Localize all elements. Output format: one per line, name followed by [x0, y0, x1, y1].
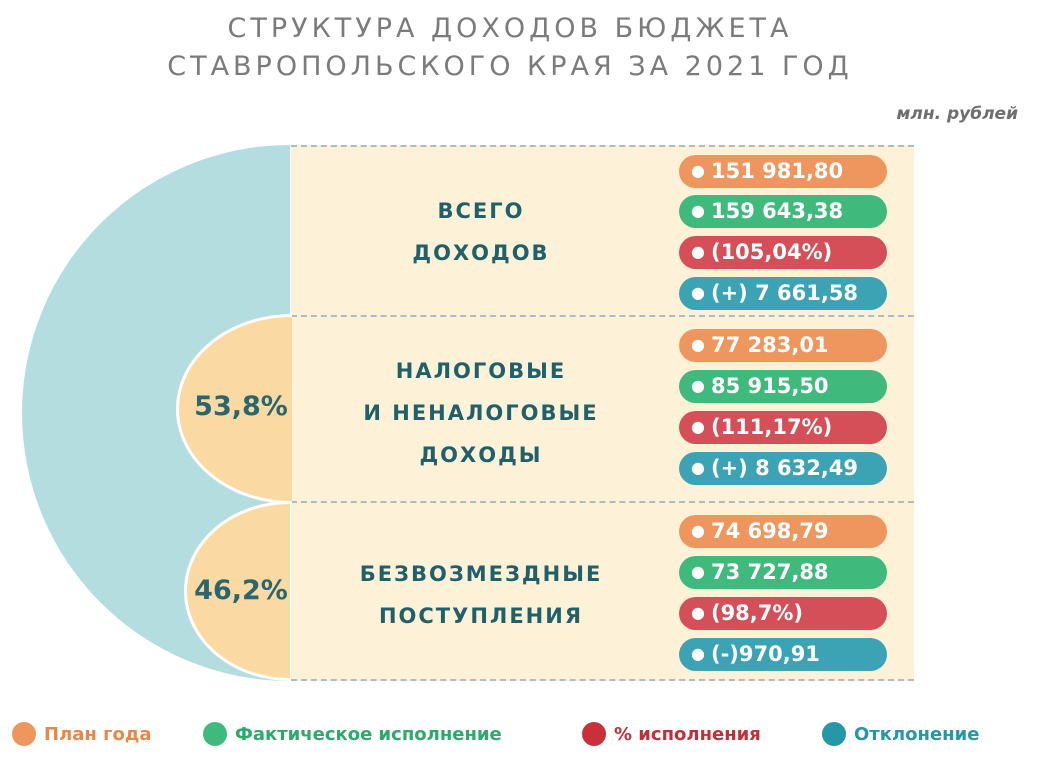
pill-plan-grants: ● 74 698,79 — [679, 515, 887, 548]
legend-plan-label: План года — [44, 723, 152, 745]
value-percent-tax: (111,17%) — [710, 415, 833, 439]
pill-plan-total: ● 151 981,80 — [679, 155, 887, 188]
pill-plan-tax: ● 77 283,01 — [679, 329, 887, 362]
share-label-tax: 53,8% — [194, 391, 288, 422]
pill-fact-grants: ● 73 727,88 — [679, 556, 887, 589]
pill-deviation-tax: ● (+) 8 632,49 — [679, 452, 887, 485]
value-percent-total: (105,04%) — [710, 240, 833, 264]
pill-fact-tax: ● 85 915,50 — [679, 370, 887, 403]
pill-percent-tax: ● (111,17%) — [679, 411, 887, 444]
value-fact-total: 159 643,38 — [710, 199, 844, 223]
pill-deviation-grants: ● (-)970,91 — [679, 638, 887, 671]
panel-label-grants: БЕЗВОЗМЕЗДНЫЕ ПОСТУПЛЕНИЯ — [359, 562, 603, 628]
value-fact-tax: 85 915,50 — [710, 374, 829, 398]
legend-fact-label: Фактическое исполнение — [235, 723, 502, 745]
panel-tax: НАЛОГОВЫЕ И НЕНАЛОГОВЫЕ ДОХОДЫ ● 77 283,0… — [291, 315, 914, 501]
legend-deviation-label: Отклонение — [854, 723, 980, 745]
legend-plan-dot — [12, 722, 36, 746]
legend-percent: % исполнения — [582, 722, 761, 746]
legend-deviation-dot — [822, 722, 846, 746]
legend-fact-dot — [203, 722, 227, 746]
pill-deviation-total: ● (+) 7 661,58 — [679, 277, 887, 310]
pill-fact-total: ● 159 643,38 — [679, 195, 887, 228]
value-deviation-tax: (+) 8 632,49 — [710, 456, 859, 480]
pill-percent-grants: ● (98,7%) — [679, 597, 887, 630]
share-label-grants: 46,2% — [194, 575, 288, 606]
legend-deviation: Отклонение — [822, 722, 979, 746]
legend-percent-dot — [582, 722, 606, 746]
units-label: млн. рублей — [896, 104, 1018, 124]
chart-title: СТРУКТУРА ДОХОДОВ БЮДЖЕТА СТАВРОПОЛЬСКОГ… — [0, 10, 1020, 86]
panel-total: ВСЕГО ДОХОДОВ ● 151 981,80 ● 159 643,38 ●(… — [291, 145, 914, 315]
pill-percent-total: ● (105,04%) — [679, 236, 887, 269]
legend-fact: Фактическое исполнение — [203, 722, 502, 746]
legend-plan: План года — [12, 722, 152, 746]
value-percent-grants: (98,7%) — [710, 601, 804, 625]
value-deviation-grants: (-)970,91 — [710, 642, 820, 666]
chart-title-line-1: СТРУКТУРА ДОХОДОВ БЮДЖЕТА — [227, 13, 793, 44]
panel-label-tax: НАЛОГОВЫЕ И НЕНАЛОГОВЫЕ ДОХОДЫ — [363, 359, 599, 467]
panel-grants: БЕЗВОЗМЕЗДНЫЕ ПОСТУПЛЕНИЯ ● 74 698,79 ● 73… — [291, 501, 914, 681]
value-plan-tax: 77 283,01 — [710, 333, 829, 357]
value-deviation-total: (+) 7 661,58 — [710, 281, 859, 305]
legend-percent-label: % исполнения — [614, 723, 761, 745]
panel-label-total: ВСЕГО ДОХОДОВ — [412, 199, 550, 265]
value-plan-grants: 74 698,79 — [710, 519, 829, 543]
value-plan-total: 151 981,80 — [710, 159, 844, 183]
value-fact-grants: 73 727,88 — [710, 560, 829, 584]
chart-title-line-2: СТАВРОПОЛЬСКОГО КРАЯ ЗА 2021 ГОД — [167, 51, 853, 82]
